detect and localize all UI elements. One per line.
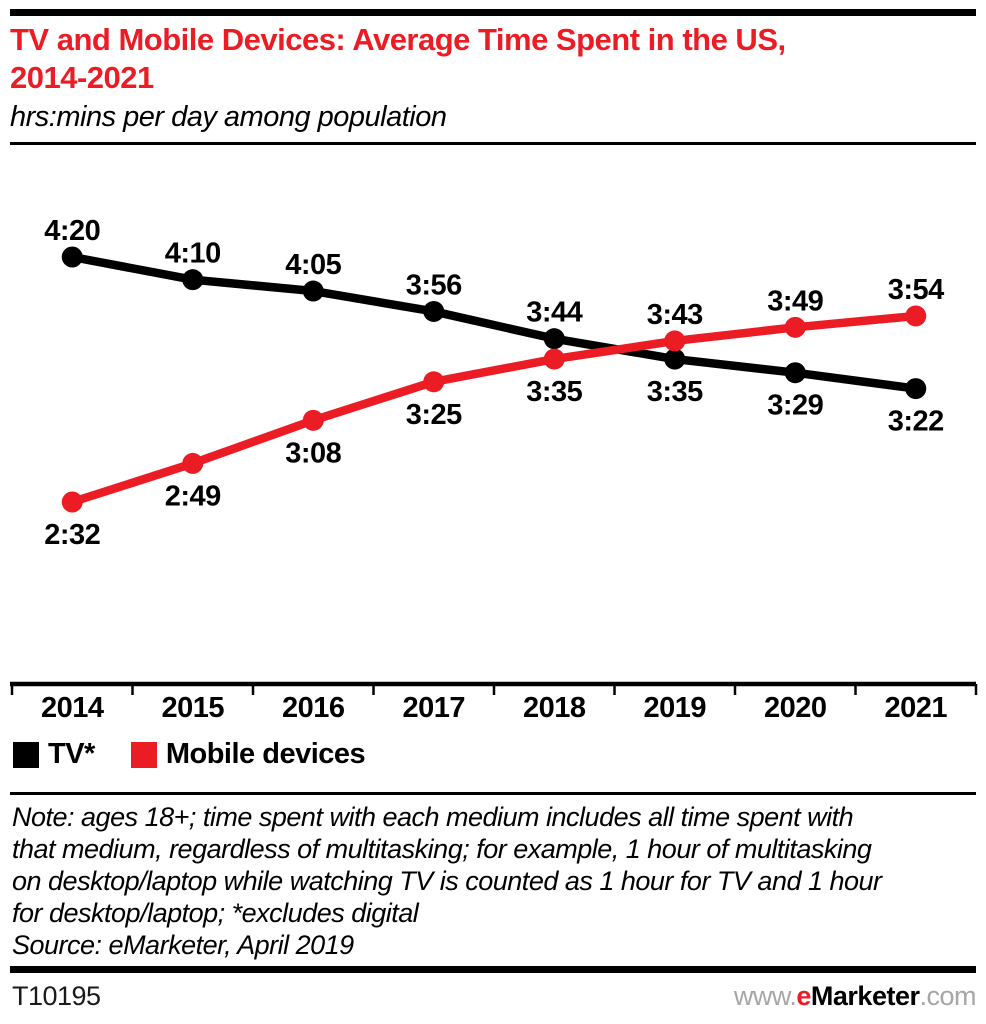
- note-line: that medium, regardless of multitasking;…: [12, 834, 872, 864]
- mobile-data-point-label: 3:49: [767, 285, 823, 317]
- legend: TV* Mobile devices: [13, 738, 976, 771]
- url-brand-name: Marketer: [810, 981, 920, 1011]
- legend-label: TV*: [48, 738, 95, 770]
- mobile-data-point-label: 3:54: [888, 274, 944, 306]
- legend-item: TV*: [13, 738, 95, 771]
- x-axis-year-label: 2014: [41, 692, 104, 724]
- tv-data-point-marker: [302, 280, 324, 302]
- tv-data-point-marker: [905, 378, 927, 400]
- note-line: on desktop/laptop while watching TV is c…: [12, 866, 882, 896]
- legend-label: Mobile devices: [165, 738, 366, 770]
- mobile-data-point-label: 2:49: [165, 480, 221, 512]
- tv-data-point-label: 3:44: [526, 297, 582, 329]
- tv-data-point-marker: [664, 348, 686, 370]
- legend-swatch-mobile: [130, 741, 157, 768]
- note-line: for desktop/laptop; *excludes digital: [12, 898, 419, 928]
- mobile-data-point-label: 2:32: [44, 519, 100, 551]
- x-axis-year-label: 2015: [161, 692, 224, 724]
- mobile-data-point-label: 3:08: [285, 437, 341, 469]
- mobile-data-point-label: 3:43: [647, 299, 703, 331]
- legend-swatch-tv: [13, 741, 39, 768]
- mobile-data-point-label: 3:35: [526, 376, 582, 408]
- tv-data-point-label: 4:05: [285, 249, 341, 281]
- chart-title-line-2: 2014-2021: [10, 60, 154, 95]
- chart-subtitle: hrs:mins per day among population: [10, 101, 447, 133]
- chart-id: T10195: [12, 981, 101, 1011]
- top-divider-bar: [10, 9, 976, 16]
- url-www: www.: [733, 981, 797, 1011]
- chart-note: Note: ages 18+; time spent with each med…: [12, 801, 976, 961]
- tv-data-point-marker: [543, 328, 565, 350]
- note-divider-rule: [10, 792, 976, 795]
- tv-data-point-marker: [423, 300, 445, 322]
- source-line: Source: eMarketer, April 2019: [12, 930, 354, 960]
- mobile-series-line: [68, 311, 920, 507]
- url-com: .com: [919, 981, 976, 1011]
- tv-data-point-label: 3:35: [647, 376, 703, 408]
- tv-series-line: [68, 252, 920, 393]
- mobile-data-point-marker: [423, 371, 445, 393]
- header-divider-rule: [10, 142, 976, 145]
- mobile-data-point-marker: [61, 491, 83, 513]
- mobile-data-point-marker: [905, 305, 927, 327]
- bottom-divider-bar: [10, 966, 976, 973]
- mobile-data-point-marker: [302, 409, 324, 431]
- mobile-data-point-marker: [664, 330, 686, 352]
- tv-data-point-marker: [784, 362, 806, 384]
- tv-data-point-label: 4:10: [165, 238, 221, 270]
- x-axis-year-label: 2016: [282, 692, 345, 724]
- tv-data-point-marker: [182, 269, 204, 291]
- url-brand-e: e: [796, 981, 811, 1011]
- tv-data-point-label: 4:20: [44, 215, 100, 247]
- chart-title-line-1: TV and Mobile Devices: Average Time Spen…: [10, 22, 786, 57]
- mobile-data-point-marker: [182, 452, 204, 474]
- mobile-data-point-label: 3:25: [406, 399, 462, 431]
- x-axis-year-label: 2019: [643, 692, 706, 724]
- legend-item: Mobile devices: [130, 738, 366, 771]
- tv-data-point-label: 3:29: [767, 390, 823, 422]
- website-url: www.eMarketer.com: [733, 980, 977, 1012]
- tv-data-point-marker: [61, 246, 83, 268]
- tv-data-point-label: 3:22: [888, 406, 944, 438]
- x-axis-year-label: 2020: [764, 692, 827, 724]
- note-line: Note: ages 18+; time spent with each med…: [12, 802, 854, 832]
- x-axis-year-label: 2017: [402, 692, 465, 724]
- x-axis-year-label: 2021: [884, 692, 947, 724]
- x-axis-year-label: 2018: [523, 692, 586, 724]
- tv-data-point-label: 3:56: [406, 269, 462, 301]
- footer: T10195 www.eMarketer.com: [12, 980, 976, 1012]
- chart-title: TV and Mobile Devices: Average Time Spen…: [10, 21, 976, 97]
- mobile-data-point-marker: [784, 316, 806, 338]
- line-chart: 2014 2015 2016 2017 2018 2019 2020 2021 4:20 4:10…: [10, 215, 978, 724]
- mobile-data-point-marker: [543, 348, 565, 370]
